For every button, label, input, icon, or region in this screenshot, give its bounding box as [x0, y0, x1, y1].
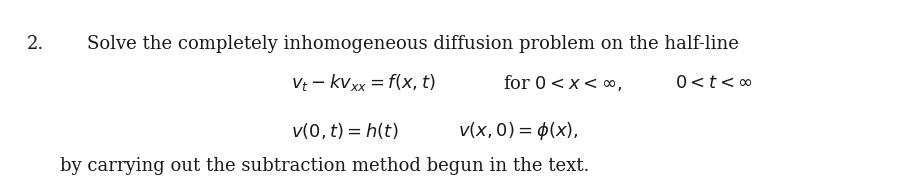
- Text: $v(0,t) = h(t)$: $v(0,t) = h(t)$: [290, 121, 398, 141]
- Text: by carrying out the subtraction method begun in the text.: by carrying out the subtraction method b…: [60, 158, 590, 175]
- Text: $0 < t < \infty$: $0 < t < \infty$: [675, 74, 753, 92]
- Text: for $0 < x < \infty,$: for $0 < x < \infty,$: [503, 73, 622, 93]
- Text: 2.: 2.: [27, 35, 44, 53]
- Text: $v(x,0) = \phi(x),$: $v(x,0) = \phi(x),$: [458, 120, 579, 142]
- Text: Solve the completely inhomogeneous diffusion problem on the half-line: Solve the completely inhomogeneous diffu…: [87, 35, 739, 53]
- Text: $v_t - kv_{xx} = f(x,t)$: $v_t - kv_{xx} = f(x,t)$: [290, 72, 435, 93]
